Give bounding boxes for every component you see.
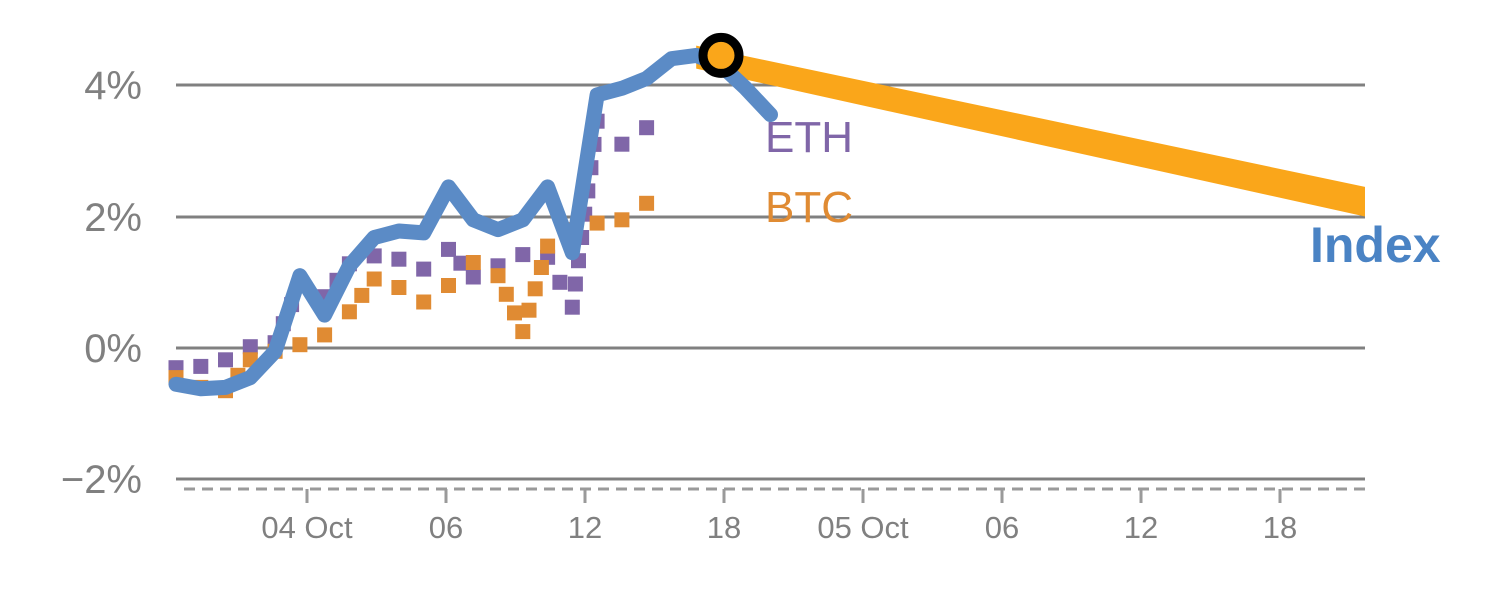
- data-dot: [564, 299, 580, 315]
- data-dot: [567, 276, 583, 292]
- data-dot: [507, 305, 522, 321]
- y-tick-label-0: 4%: [84, 64, 142, 108]
- data-dot: [453, 255, 469, 271]
- data-dot: [533, 260, 549, 275]
- data-dot: [193, 358, 209, 374]
- series-index-line: [168, 47, 778, 397]
- data-dot: [441, 278, 456, 293]
- data-dot: [515, 247, 531, 263]
- data-dot: [465, 255, 481, 270]
- data-dot: [639, 195, 655, 211]
- data-dot: [391, 251, 407, 267]
- x-axis-tickmarks: [305, 489, 1282, 503]
- data-dot: [521, 302, 537, 318]
- data-dot: [589, 215, 605, 231]
- x-tick-label-4: 05 Oct: [817, 510, 909, 545]
- data-dot: [366, 271, 382, 287]
- series-label-eth: ETH: [765, 113, 853, 162]
- data-dot: [242, 339, 258, 355]
- y-tick-label-2: 0%: [84, 327, 142, 371]
- data-dot: [354, 287, 370, 303]
- y-tick-label-3: −2%: [61, 458, 142, 502]
- data-dot: [416, 261, 432, 277]
- x-tick-label-0: 04 Oct: [261, 510, 353, 545]
- series-label-index: Index: [1310, 217, 1441, 273]
- data-dot: [441, 241, 456, 257]
- data-dot: [391, 280, 407, 295]
- data-dot: [498, 286, 514, 302]
- y-axis-labels: 4% 2% 0% −2%: [61, 64, 142, 502]
- data-dot: [416, 294, 432, 310]
- data-dot: [614, 212, 630, 228]
- data-dot: [465, 269, 481, 285]
- data-dot: [317, 327, 333, 343]
- series-index-forecast-band: [696, 45, 1365, 217]
- data-dot: [614, 136, 630, 152]
- x-tick-label-5: 06: [985, 510, 1019, 545]
- data-dot: [490, 268, 506, 284]
- current-point-marker-icon[interactable]: [698, 32, 744, 78]
- data-dot: [218, 352, 233, 368]
- data-dot: [552, 274, 568, 290]
- data-dot: [341, 304, 357, 320]
- x-tick-label-7: 18: [1263, 510, 1297, 545]
- y-tick-label-1: 2%: [84, 196, 142, 240]
- data-dot: [515, 324, 531, 340]
- x-tick-label-3: 18: [707, 510, 741, 545]
- data-dot: [527, 281, 543, 297]
- x-tick-label-2: 12: [568, 510, 602, 545]
- x-tick-label-6: 12: [1124, 510, 1158, 545]
- data-dot: [292, 337, 308, 353]
- series-label-btc: BTC: [765, 183, 853, 232]
- data-dot: [639, 120, 655, 136]
- x-axis-labels: 04 Oct 06 12 18 05 Oct 06 12 18: [261, 510, 1297, 545]
- x-tick-label-1: 06: [429, 510, 463, 545]
- data-dot: [540, 238, 556, 254]
